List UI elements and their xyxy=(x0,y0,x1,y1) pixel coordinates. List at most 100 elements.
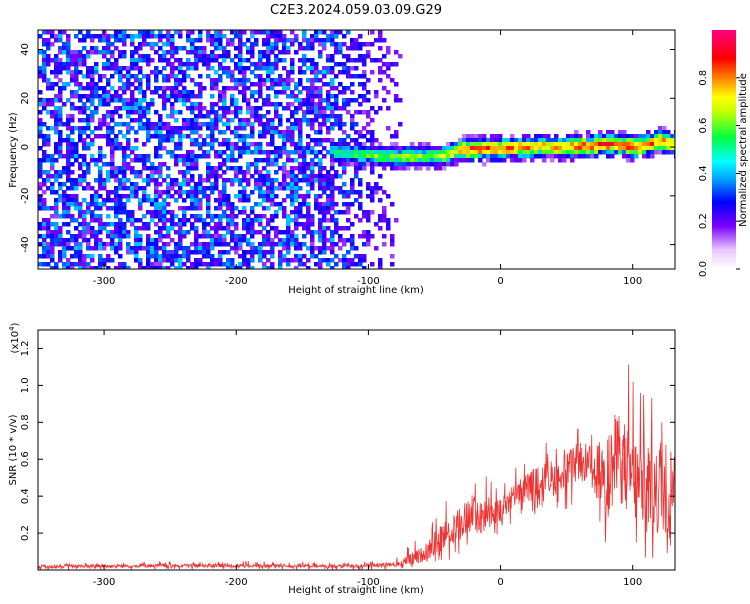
heatmap-cell xyxy=(562,146,567,151)
heatmap-cell xyxy=(294,198,299,203)
heatmap-cell xyxy=(286,78,291,83)
heatmap-cell xyxy=(378,66,383,71)
heatmap-cell xyxy=(82,258,87,263)
heatmap-cell xyxy=(54,70,59,75)
heatmap-cell xyxy=(90,78,95,83)
heatmap-cell xyxy=(90,70,95,75)
heatmap-cell xyxy=(242,190,247,195)
heatmap-cell xyxy=(138,78,143,83)
heatmap-cell xyxy=(154,70,159,75)
heatmap-cell xyxy=(162,210,167,215)
heatmap-cell xyxy=(602,142,607,147)
heatmap-cell xyxy=(278,182,283,187)
heatmap-cell xyxy=(118,70,123,75)
heatmap-cell xyxy=(246,214,251,219)
heatmap-cell xyxy=(86,266,91,269)
heatmap-cell xyxy=(158,182,163,187)
heatmap-cell xyxy=(106,58,111,63)
heatmap-cell xyxy=(122,222,127,227)
heatmap-cell xyxy=(598,138,603,143)
heatmap-cell xyxy=(286,194,291,199)
heatmap-cell xyxy=(122,262,127,267)
heatmap-cell xyxy=(410,154,415,159)
heatmap-cell xyxy=(458,142,463,147)
heatmap-cell xyxy=(150,262,155,267)
heatmap-cell xyxy=(542,158,547,163)
heatmap-cell xyxy=(198,174,203,179)
heatmap-cell xyxy=(282,214,287,219)
heatmap-cell xyxy=(614,134,619,139)
heatmap-cell xyxy=(174,74,179,79)
heatmap-cell xyxy=(294,214,299,219)
heatmap-cell xyxy=(198,146,203,151)
heatmap-cell xyxy=(322,118,327,123)
heatmap-cell xyxy=(98,146,103,151)
heatmap-cell xyxy=(274,38,279,43)
heatmap-cell xyxy=(470,134,475,139)
heatmap-cell xyxy=(390,158,395,163)
heatmap-cell xyxy=(98,214,103,219)
heatmap-cell xyxy=(38,170,43,175)
heatmap-cell xyxy=(230,42,235,47)
heatmap-cell xyxy=(462,150,467,155)
heatmap-cell xyxy=(226,226,231,231)
heatmap-cell xyxy=(238,154,243,159)
heatmap-cell xyxy=(338,82,343,87)
heatmap-cell xyxy=(262,234,267,239)
heatmap-cell xyxy=(190,166,195,171)
heatmap-cell xyxy=(270,142,275,147)
heatmap-cell xyxy=(266,66,271,71)
heatmap-cell xyxy=(122,150,127,155)
heatmap-cell xyxy=(238,170,243,175)
heatmap-cell xyxy=(162,162,167,167)
heatmap-cell xyxy=(62,242,67,247)
heatmap-cell xyxy=(162,134,167,139)
heatmap-cell xyxy=(534,138,539,143)
heatmap-cell xyxy=(142,122,147,127)
heatmap-cell xyxy=(54,234,59,239)
heatmap-cell xyxy=(234,106,239,111)
heatmap-cell xyxy=(382,218,387,223)
heatmap-cell xyxy=(110,94,115,99)
heatmap-cell xyxy=(338,258,343,263)
heatmap-cell xyxy=(46,78,51,83)
heatmap-cell xyxy=(214,30,219,35)
x-tick-label: 100 xyxy=(623,577,642,588)
heatmap-cell xyxy=(86,206,91,211)
heatmap-cell xyxy=(358,94,363,99)
heatmap-cell xyxy=(298,134,303,139)
heatmap-cell xyxy=(242,238,247,243)
heatmap-cell xyxy=(326,106,331,111)
heatmap-cell xyxy=(218,34,223,39)
colorbar-tick-label: 0.4 xyxy=(698,165,709,181)
heatmap-cell xyxy=(162,222,167,227)
heatmap-cell xyxy=(158,134,163,139)
heatmap-cell xyxy=(206,54,211,59)
heatmap-cell xyxy=(398,122,403,127)
heatmap-cell xyxy=(86,74,91,79)
heatmap-cell xyxy=(354,166,359,171)
heatmap-cell xyxy=(254,30,259,35)
heatmap-cell xyxy=(202,138,207,143)
heatmap-cell xyxy=(566,142,571,147)
heatmap-cell xyxy=(466,146,471,151)
heatmap-cell xyxy=(358,54,363,59)
heatmap-cell xyxy=(194,246,199,251)
heatmap-cell xyxy=(106,110,111,115)
heatmap-cell xyxy=(106,206,111,211)
heatmap-cell xyxy=(242,134,247,139)
heatmap-cell xyxy=(166,126,171,131)
heatmap-cell xyxy=(118,182,123,187)
heatmap-cell xyxy=(138,118,143,123)
heatmap-cell xyxy=(66,162,71,167)
heatmap-cell xyxy=(538,146,543,151)
heatmap-cell xyxy=(278,166,283,171)
heatmap-cell xyxy=(390,242,395,247)
heatmap-cell xyxy=(238,198,243,203)
heatmap-cell xyxy=(70,178,75,183)
heatmap-cell xyxy=(82,106,87,111)
heatmap-cell xyxy=(378,78,383,83)
heatmap-cell xyxy=(406,146,411,151)
heatmap-cell xyxy=(134,46,139,51)
heatmap-cell xyxy=(170,254,175,259)
